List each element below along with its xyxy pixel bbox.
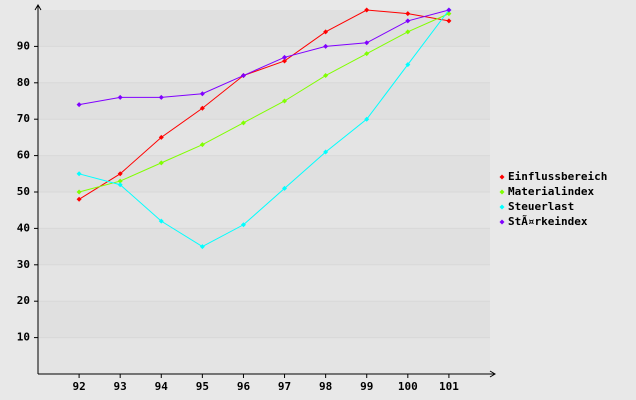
data-point (364, 51, 370, 57)
plot-band (38, 301, 490, 338)
data-point (405, 11, 411, 17)
data-point (364, 40, 370, 46)
data-point (158, 218, 164, 224)
data-point (446, 7, 452, 13)
legend-label: StÃ¤rkeindex (508, 215, 588, 228)
data-point (158, 160, 164, 166)
x-tick-label: 93 (114, 380, 127, 393)
data-point (76, 189, 82, 195)
x-tick-label: 97 (278, 380, 291, 393)
data-point (76, 102, 82, 108)
data-point (76, 171, 82, 177)
data-point (323, 29, 329, 35)
data-point (117, 178, 123, 184)
plot-band (38, 82, 490, 120)
data-point (364, 116, 370, 122)
plot-band (38, 46, 490, 83)
data-point (117, 182, 123, 188)
x-tick-label: 99 (360, 380, 373, 393)
plot-band (38, 228, 490, 265)
legend-label: Einflussbereich (508, 170, 607, 183)
data-point (240, 222, 246, 228)
data-point (405, 29, 411, 35)
data-point (323, 43, 329, 49)
legend-marker (499, 189, 505, 195)
plot-band (38, 10, 490, 47)
x-axis-arrow (489, 370, 496, 378)
y-tick-label: 50 (17, 185, 30, 198)
series-line (79, 9, 450, 106)
data-point (117, 171, 123, 177)
y-tick-label: 80 (17, 76, 30, 89)
data-point (282, 98, 288, 104)
y-tick-label: 90 (17, 39, 30, 52)
data-point (282, 185, 288, 191)
data-point (199, 91, 205, 97)
y-tick-label: 60 (17, 149, 30, 162)
x-tick-label: 100 (398, 380, 418, 393)
legend-label: Materialindex (508, 185, 594, 198)
data-point (323, 73, 329, 79)
data-point (364, 7, 370, 13)
data-point (240, 73, 246, 79)
x-tick-label: 92 (72, 380, 85, 393)
y-tick-label: 70 (17, 112, 30, 125)
y-tick-label: 20 (17, 294, 30, 307)
y-tick-label: 40 (17, 221, 30, 234)
plot-band (38, 337, 490, 374)
data-point (282, 58, 288, 64)
plot-band (38, 155, 490, 192)
data-point (158, 134, 164, 140)
plot-band (38, 119, 490, 156)
data-point (158, 94, 164, 100)
y-axis-arrow (34, 4, 42, 11)
data-point (117, 94, 123, 100)
series-line (78, 9, 450, 248)
data-point (405, 62, 411, 68)
data-point (199, 105, 205, 111)
plot-band (38, 192, 490, 229)
x-tick-label: 101 (439, 380, 459, 393)
plot-band (38, 264, 490, 302)
legend-marker (499, 219, 505, 225)
series-line (78, 9, 449, 200)
x-tick-label: 94 (155, 380, 169, 393)
data-point (405, 18, 411, 24)
data-point (323, 149, 329, 155)
legend-marker (499, 204, 505, 210)
x-tick-label: 98 (319, 380, 332, 393)
legend-marker (499, 174, 505, 180)
y-tick-label: 10 (17, 331, 30, 344)
data-point (199, 244, 205, 250)
data-point (199, 142, 205, 148)
data-point (446, 18, 452, 24)
data-point (282, 54, 288, 60)
series-line (78, 13, 450, 193)
data-point (76, 196, 82, 202)
legend-label: Steuerlast (508, 200, 574, 213)
x-tick-label: 95 (196, 380, 209, 393)
y-tick-label: 30 (17, 258, 30, 271)
x-tick-label: 96 (237, 380, 251, 393)
data-point (240, 120, 246, 126)
